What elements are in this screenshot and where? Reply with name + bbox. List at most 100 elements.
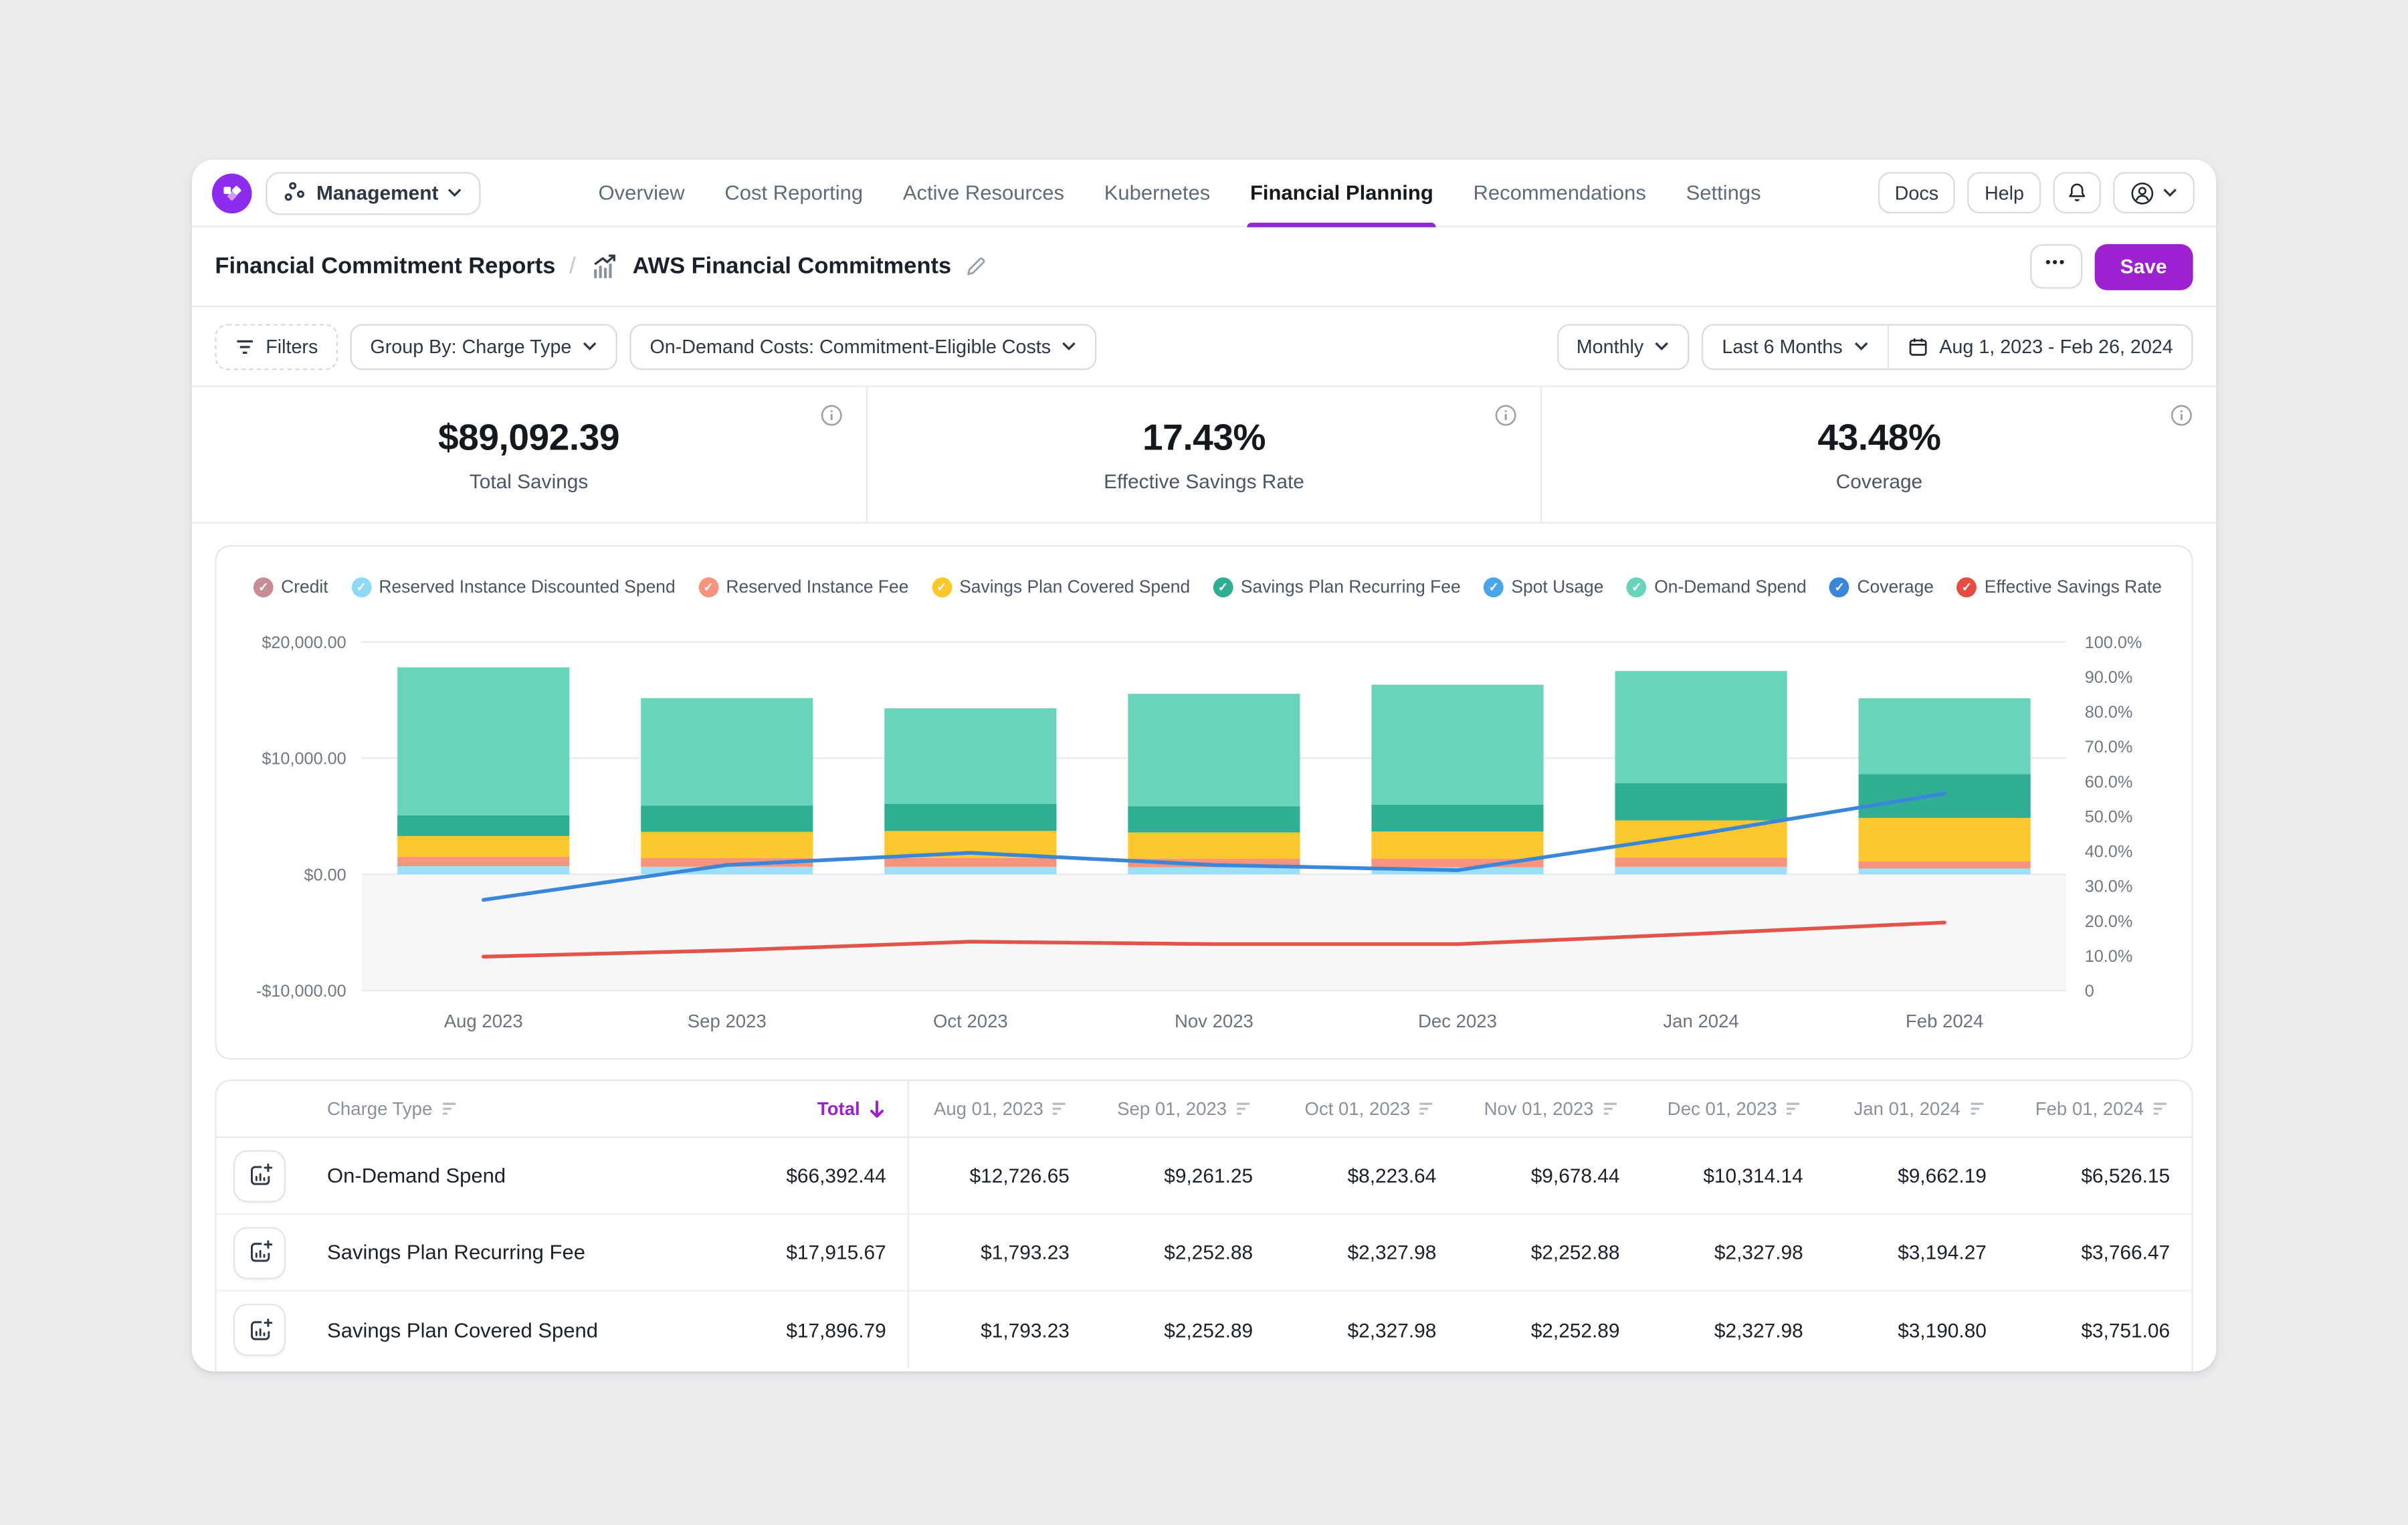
bar-segment-savings-plan-covered-spend[interactable] (397, 835, 570, 857)
bar-segment-savings-plan-covered-spend[interactable] (1128, 832, 1300, 859)
bar-segment-savings-plan-recurring-fee[interactable] (1858, 774, 2031, 818)
legend-item-reserved-instance-discounted-spend[interactable]: ✓ Reserved Instance Discounted Spend (351, 577, 676, 598)
bar-segment-savings-plan-recurring-fee[interactable] (397, 815, 570, 836)
bar-segment-reserved-instance-fee[interactable] (397, 857, 570, 866)
legend-item-savings-plan-recurring-fee[interactable]: ✓ Savings Plan Recurring Fee (1213, 577, 1461, 598)
legend-item-spot-usage[interactable]: ✓ Spot Usage (1484, 577, 1603, 598)
bar-segment-savings-plan-recurring-fee[interactable] (884, 803, 1057, 831)
column-header-aug-01-2023[interactable]: Aug 01, 2023 (907, 1081, 1091, 1136)
add-to-chart-button[interactable] (233, 1226, 286, 1279)
legend-item-effective-savings-rate[interactable]: ✓ Effective Savings Rate (1956, 577, 2162, 598)
legend-item-credit[interactable]: ✓ Credit (253, 577, 328, 598)
info-icon[interactable] (2170, 404, 2193, 435)
legend-item-savings-plan-covered-spend[interactable]: ✓ Savings Plan Covered Spend (931, 577, 1190, 598)
docs-button[interactable]: Docs (1878, 172, 1956, 214)
add-to-chart-icon (249, 1318, 272, 1340)
bar-segment-reserved-instance-fee[interactable] (1615, 857, 1787, 867)
bar-segment-on-demand-spend[interactable] (1858, 698, 2031, 775)
more-options-button[interactable]: ••• (2029, 244, 2082, 289)
bar-segment-on-demand-spend[interactable] (1128, 694, 1300, 807)
account-menu-button[interactable] (2113, 172, 2195, 214)
bar-segment-on-demand-spend[interactable] (1615, 671, 1787, 784)
bar-segment-reserved-instance-discounted-spend[interactable] (884, 866, 1057, 875)
bar-segment-reserved-instance-discounted-spend[interactable] (1615, 866, 1787, 875)
bar-segment-savings-plan-covered-spend[interactable] (1615, 820, 1787, 857)
legend-label: Effective Savings Rate (1984, 578, 2162, 597)
bar-segment-savings-plan-recurring-fee[interactable] (1615, 783, 1787, 821)
right-axis-tick: 20.0% (2085, 912, 2133, 931)
granularity-dropdown[interactable]: Monthly (1556, 323, 1690, 370)
table-row-savings-plan-covered-spend[interactable]: Savings Plan Covered Spend $17,896.79 $1,7… (217, 1291, 2192, 1368)
bar-segment-reserved-instance-discounted-spend[interactable] (397, 866, 570, 875)
bar-segment-on-demand-spend[interactable] (884, 708, 1057, 804)
column-header-total[interactable]: Total (692, 1081, 907, 1136)
edit-pencil-icon[interactable] (965, 255, 988, 278)
bar-segment-reserved-instance-discounted-spend[interactable] (1128, 867, 1300, 875)
tab-active-resources[interactable]: Active Resources (902, 181, 1065, 205)
column-header-feb-01-2024[interactable]: Feb 01, 2024 (2008, 1081, 2191, 1136)
bar-segment-on-demand-spend[interactable] (397, 667, 570, 815)
info-icon[interactable] (819, 404, 842, 435)
legend-item-reserved-instance-fee[interactable]: ✓ Reserved Instance Fee (698, 577, 908, 598)
column-header-jan-01-2024[interactable]: Jan 01, 2024 (1825, 1081, 2008, 1136)
add-to-chart-button[interactable] (233, 1149, 286, 1202)
line-effective-savings-rate[interactable] (481, 920, 1946, 959)
table-row-on-demand-spend[interactable]: On-Demand Spend $66,392.44 $12,726.65 $9,26… (216, 1138, 2192, 1215)
column-header-dec-01-2023[interactable]: Dec 01, 2023 (1641, 1081, 1825, 1136)
tab-overview[interactable]: Overview (598, 181, 685, 205)
value-cell: $2,327.98 (1347, 1241, 1437, 1264)
bar-segment-savings-plan-recurring-fee[interactable] (1128, 806, 1300, 833)
bar-segment-reserved-instance-discounted-spend[interactable] (1858, 868, 2031, 875)
bar-segment-reserved-instance-discounted-spend[interactable] (641, 866, 813, 875)
notifications-button[interactable] (2053, 172, 2101, 214)
legend-item-coverage[interactable]: ✓ Coverage (1829, 577, 1934, 598)
date-range-picker[interactable]: Aug 1, 2023 - Feb 26, 2024 (1889, 325, 2192, 368)
breadcrumb-parent[interactable]: Financial Commitment Reports (215, 253, 556, 280)
stat-label: Coverage (1835, 469, 1923, 492)
line-coverage[interactable] (481, 791, 1946, 902)
bar-segment-savings-plan-recurring-fee[interactable] (641, 805, 813, 832)
legend-label: Reserved Instance Discounted Spend (379, 578, 676, 597)
on-demand-costs-dropdown[interactable]: On-Demand Costs: Commitment-Eligible Cos… (629, 323, 1098, 370)
tab-recommendations[interactable]: Recommendations (1473, 181, 1646, 205)
tab-kubernetes[interactable]: Kubernetes (1104, 181, 1211, 205)
filters-button[interactable]: Filters (215, 323, 338, 370)
bar-segment-savings-plan-covered-spend[interactable] (1371, 831, 1544, 859)
column-header-oct-01-2023[interactable]: Oct 01, 2023 (1274, 1081, 1458, 1136)
column-header-label: Oct 01, 2023 (1304, 1098, 1411, 1120)
report-actions: ••• Save (2029, 243, 2193, 290)
legend-item-on-demand-spend[interactable]: ✓ On-Demand Spend (1626, 577, 1807, 598)
granularity-label: Monthly (1576, 335, 1644, 357)
bar-segment-reserved-instance-fee[interactable] (884, 857, 1057, 867)
column-header-sep-01-2023[interactable]: Sep 01, 2023 (1091, 1081, 1274, 1136)
total-cell: $66,392.44 (786, 1164, 886, 1187)
filter-icon (237, 339, 253, 353)
tab-settings[interactable]: Settings (1686, 181, 1761, 205)
bar-segment-savings-plan-recurring-fee[interactable] (1371, 804, 1544, 832)
bar-segment-savings-plan-covered-spend[interactable] (641, 831, 813, 858)
add-to-chart-button[interactable] (233, 1304, 286, 1356)
workspace-switcher[interactable]: Management (266, 171, 482, 215)
save-button[interactable]: Save (2094, 243, 2193, 290)
value-cell: $6,526.15 (2081, 1164, 2171, 1187)
tab-financial-planning[interactable]: Financial Planning (1247, 160, 1437, 227)
legend-check-icon: ✓ (1829, 577, 1850, 598)
column-header-label: Aug 01, 2023 (933, 1098, 1043, 1120)
group-by-dropdown[interactable]: Group By: Charge Type (350, 323, 618, 370)
bar-group-feb-2024 (1858, 698, 2031, 875)
help-button[interactable]: Help (1967, 172, 2041, 214)
column-header-nov-01-2023[interactable]: Nov 01, 2023 (1458, 1081, 1641, 1136)
info-icon[interactable] (1495, 404, 1518, 435)
vantage-logo-icon[interactable] (211, 173, 252, 213)
column-header-charge-type[interactable]: Charge Type (302, 1081, 692, 1136)
bar-segment-savings-plan-covered-spend[interactable] (1858, 817, 2031, 862)
right-axis-tick: 50.0% (2085, 807, 2133, 826)
table-row-savings-plan-recurring-fee[interactable]: Savings Plan Recurring Fee $17,915.67 $1,7… (216, 1215, 2192, 1292)
tab-cost-reporting[interactable]: Cost Reporting (724, 181, 864, 205)
bar-segment-on-demand-spend[interactable] (1371, 684, 1544, 805)
divider (1887, 324, 1889, 368)
bar-segment-reserved-instance-fee[interactable] (1858, 861, 2031, 869)
bar-segment-on-demand-spend[interactable] (641, 698, 813, 806)
range-preset-dropdown[interactable]: Last 6 Months (1704, 325, 1887, 368)
